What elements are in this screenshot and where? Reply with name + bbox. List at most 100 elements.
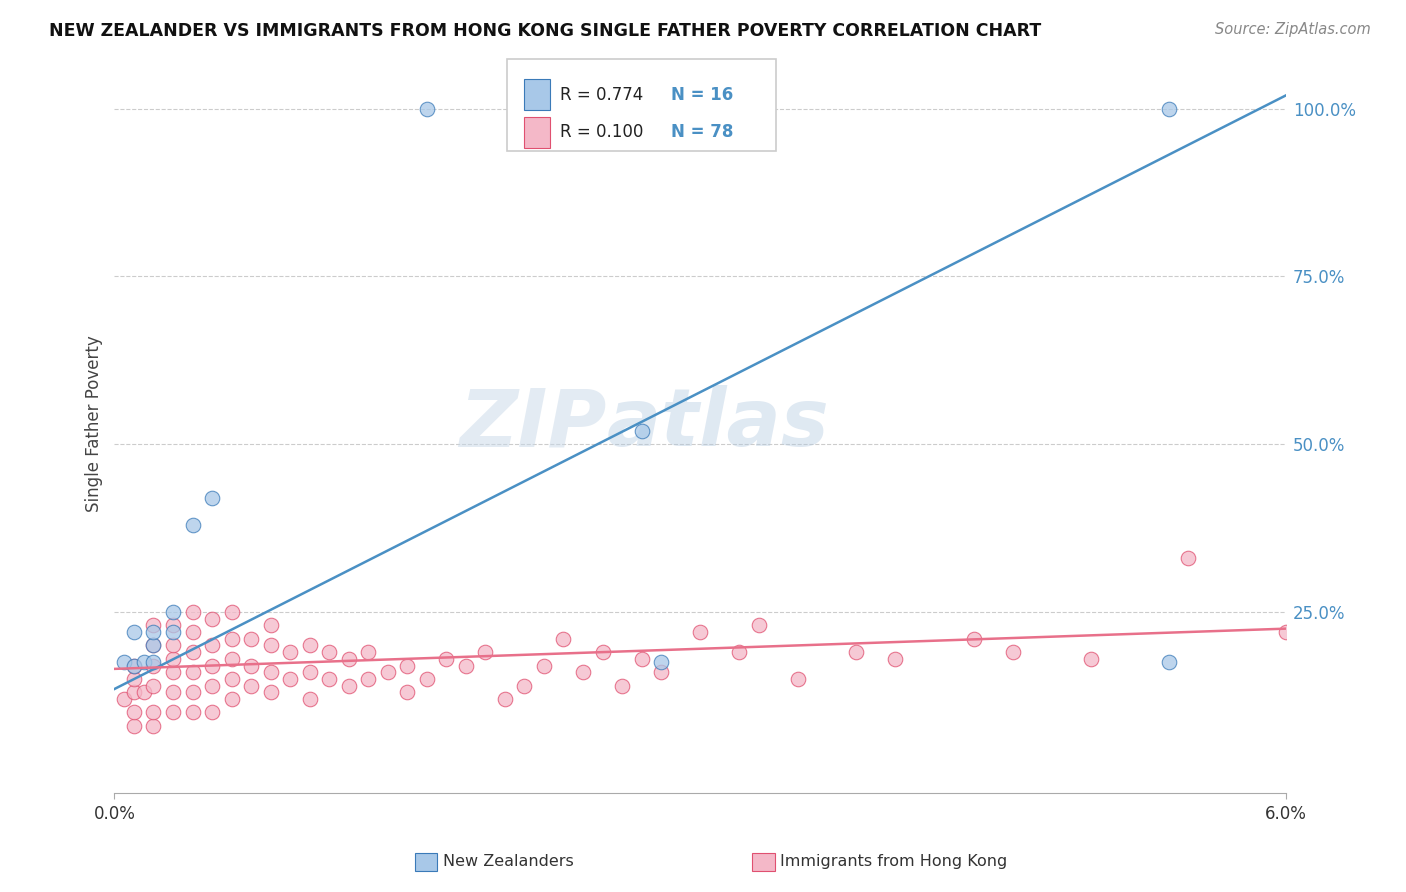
- Point: [1001, 645, 1024, 659]
- Point: [494, 692, 516, 706]
- Point: [748, 618, 770, 632]
- Point: [259, 639, 281, 653]
- Point: [122, 706, 145, 720]
- Point: [162, 685, 184, 699]
- Point: [474, 645, 496, 659]
- Point: [278, 645, 301, 659]
- Point: [357, 672, 380, 686]
- Point: [162, 625, 184, 640]
- Point: [142, 658, 165, 673]
- Text: R = 0.100: R = 0.100: [560, 123, 643, 141]
- Point: [1080, 652, 1102, 666]
- Point: [396, 685, 419, 699]
- Point: [337, 679, 360, 693]
- Point: [221, 672, 243, 686]
- Point: [162, 605, 184, 619]
- Point: [181, 665, 204, 680]
- Point: [142, 618, 165, 632]
- Bar: [524, 117, 550, 147]
- Point: [162, 618, 184, 632]
- Point: [650, 665, 672, 680]
- Text: N = 78: N = 78: [671, 123, 734, 141]
- Point: [201, 611, 224, 625]
- Point: [416, 102, 439, 116]
- Point: [259, 685, 281, 699]
- Point: [221, 605, 243, 619]
- Point: [650, 655, 672, 669]
- Point: [610, 679, 633, 693]
- Y-axis label: Single Father Poverty: Single Father Poverty: [86, 335, 103, 512]
- Text: NEW ZEALANDER VS IMMIGRANTS FROM HONG KONG SINGLE FATHER POVERTY CORRELATION CHA: NEW ZEALANDER VS IMMIGRANTS FROM HONG KO…: [49, 22, 1042, 40]
- Point: [1157, 655, 1180, 669]
- Point: [513, 679, 536, 693]
- Point: [181, 645, 204, 659]
- Point: [122, 672, 145, 686]
- Point: [181, 605, 204, 619]
- Point: [142, 655, 165, 669]
- Point: [553, 632, 575, 646]
- Point: [112, 655, 135, 669]
- Point: [259, 665, 281, 680]
- Point: [122, 625, 145, 640]
- Point: [181, 685, 204, 699]
- Point: [201, 679, 224, 693]
- Text: New Zealanders: New Zealanders: [443, 855, 574, 869]
- Text: ZIP: ZIP: [460, 385, 606, 463]
- Point: [434, 652, 457, 666]
- Point: [201, 491, 224, 505]
- Point: [298, 639, 321, 653]
- Point: [259, 618, 281, 632]
- Point: [786, 672, 808, 686]
- Point: [962, 632, 984, 646]
- Point: [122, 658, 145, 673]
- FancyBboxPatch shape: [506, 59, 776, 151]
- Point: [221, 692, 243, 706]
- Text: Immigrants from Hong Kong: Immigrants from Hong Kong: [780, 855, 1008, 869]
- Point: [132, 655, 155, 669]
- Point: [845, 645, 868, 659]
- Point: [142, 625, 165, 640]
- Point: [142, 679, 165, 693]
- Point: [572, 665, 595, 680]
- Point: [142, 719, 165, 733]
- Point: [592, 645, 614, 659]
- Point: [181, 706, 204, 720]
- Point: [122, 658, 145, 673]
- Point: [201, 706, 224, 720]
- Point: [1177, 551, 1199, 566]
- Text: Source: ZipAtlas.com: Source: ZipAtlas.com: [1215, 22, 1371, 37]
- Text: N = 16: N = 16: [671, 86, 733, 103]
- Point: [728, 645, 751, 659]
- Point: [533, 658, 555, 673]
- Point: [416, 672, 439, 686]
- Point: [142, 639, 165, 653]
- Point: [278, 672, 301, 686]
- Bar: [524, 79, 550, 111]
- Point: [142, 639, 165, 653]
- Point: [240, 632, 263, 646]
- Point: [1157, 102, 1180, 116]
- Point: [884, 652, 907, 666]
- Point: [377, 665, 399, 680]
- Point: [132, 685, 155, 699]
- Point: [630, 652, 652, 666]
- Point: [122, 719, 145, 733]
- Point: [630, 424, 652, 438]
- Point: [298, 692, 321, 706]
- Point: [162, 706, 184, 720]
- Point: [181, 517, 204, 532]
- Point: [298, 665, 321, 680]
- Text: R = 0.774: R = 0.774: [560, 86, 643, 103]
- Point: [201, 658, 224, 673]
- Point: [337, 652, 360, 666]
- Point: [240, 679, 263, 693]
- Point: [689, 625, 711, 640]
- Point: [221, 652, 243, 666]
- Point: [181, 625, 204, 640]
- Point: [162, 665, 184, 680]
- Text: atlas: atlas: [606, 385, 830, 463]
- Point: [201, 639, 224, 653]
- Point: [454, 658, 477, 673]
- Point: [122, 685, 145, 699]
- Point: [240, 658, 263, 673]
